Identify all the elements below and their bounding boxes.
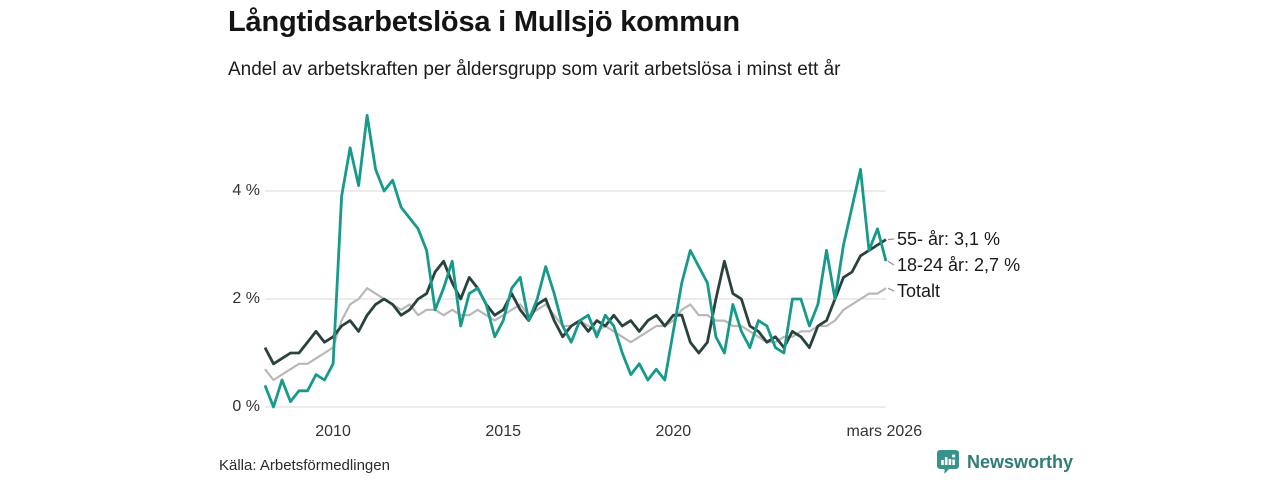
y-tick-label: 0 %: [232, 398, 260, 415]
series-end-label-totalt: Totalt: [897, 281, 941, 301]
series-line-18-24r: [263, 114, 888, 409]
newsworthy-wordmark: Newsworthy: [967, 451, 1074, 472]
newsworthy-branding: Newsworthy: [936, 449, 1073, 474]
y-tick-label: 4 %: [232, 182, 260, 199]
series-line-55-r: [263, 238, 887, 366]
y-tick-label: 2 %: [232, 290, 260, 307]
end-label-connector: [887, 287, 895, 292]
end-label-connector: [887, 260, 895, 266]
newsworthy-chart-bubble-icon: [936, 449, 960, 474]
x-tick-label: mars 2026: [846, 423, 923, 440]
page-title: Långtidsarbetslösa i Mullsjö kommun: [228, 6, 740, 38]
x-tick-label: 2010: [315, 423, 351, 440]
chart-subtitle: Andel av arbetskraften per åldersgrupp s…: [228, 59, 841, 80]
source-attribution: Källa: Arbetsförmedlingen: [219, 457, 390, 474]
series-end-label-18-24: 18-24 år: 2,7 %: [897, 255, 1021, 275]
x-tick-label: 2020: [655, 423, 692, 440]
end-label-connector: [887, 238, 895, 241]
series-end-label-55: 55- år: 3,1 %: [897, 229, 1001, 249]
x-tick-label: 2015: [485, 423, 521, 440]
